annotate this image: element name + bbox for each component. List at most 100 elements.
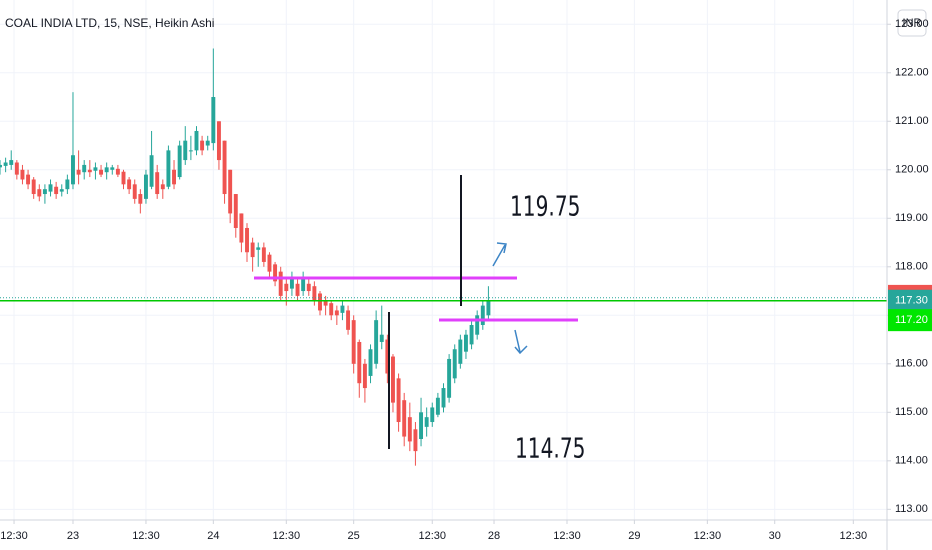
x-tick-label: 12:30: [694, 530, 722, 542]
candle-body: [396, 378, 401, 423]
candle-body: [183, 140, 188, 161]
annotation: 119.75: [510, 189, 580, 222]
x-tick-label: 12:30: [273, 530, 301, 542]
candle-body: [121, 171, 126, 185]
candle-body: [87, 169, 92, 173]
candle-body: [419, 412, 424, 439]
candle-body: [374, 320, 379, 364]
x-tick-label: 25: [348, 530, 360, 542]
candle-body: [127, 179, 132, 190]
annotation: 114.75: [515, 431, 585, 464]
y-tick-label: 114.00: [895, 455, 928, 467]
candle-body: [76, 169, 81, 175]
candle-body: [48, 184, 53, 192]
candle-body: [177, 145, 182, 178]
candle-body: [340, 305, 345, 313]
candle-body: [104, 167, 109, 173]
x-tick-label: 23: [67, 530, 79, 542]
candle-body: [430, 407, 435, 423]
candle-body: [278, 271, 283, 296]
candle-body: [441, 388, 446, 408]
y-tick-label: 121.00: [895, 115, 929, 127]
candle-body: [26, 174, 31, 185]
x-tick-label: 29: [628, 530, 640, 542]
candle-body: [233, 194, 238, 228]
candle-body: [295, 283, 300, 296]
candle-body: [273, 264, 278, 282]
y-tick-label: 113.00: [895, 503, 928, 515]
candle-body: [261, 247, 266, 262]
candle-body: [20, 169, 25, 180]
candle-body: [250, 242, 255, 258]
candle-body: [138, 194, 143, 204]
candle-body: [166, 150, 171, 187]
candle-body: [435, 397, 440, 415]
candle-body: [211, 97, 216, 144]
candle-body: [379, 334, 384, 342]
up-arrow: [492, 242, 507, 267]
x-tick-label: 12:30: [419, 530, 447, 542]
x-tick-label: 12:30: [0, 530, 28, 542]
chart-title: COAL INDIA LTD, 15, NSE, Heikin Ashi: [5, 16, 214, 30]
y-tick-label: 118.00: [895, 261, 928, 273]
price-label: 117.20: [895, 314, 928, 326]
candle-body: [458, 339, 463, 364]
candle-body: [306, 283, 311, 292]
candle-body: [228, 169, 233, 214]
candle-body: [42, 189, 47, 195]
y-tick-label: 116.00: [895, 358, 928, 370]
candle-body: [357, 341, 362, 384]
x-tick-label: 30: [769, 530, 781, 542]
candle-body: [143, 174, 148, 199]
candle-body: [486, 300, 491, 316]
candle-body: [132, 184, 137, 199]
candle-body: [0, 164, 2, 168]
candle-body: [115, 168, 120, 175]
x-tick-label: 28: [488, 530, 500, 542]
price-label: 117.30: [895, 295, 928, 307]
x-tick-label: 24: [207, 530, 219, 542]
candle-body: [256, 247, 261, 250]
candle-body: [188, 150, 193, 152]
candle-body: [110, 167, 115, 170]
candle-body: [93, 167, 98, 171]
candle-body: [334, 310, 339, 316]
candle-body: [82, 164, 87, 173]
x-tick-label: 12:30: [840, 530, 868, 542]
x-tick-label: 12:30: [132, 530, 160, 542]
candle-body: [160, 184, 165, 190]
candle-body: [205, 140, 210, 146]
x-tick-label: 12:30: [553, 530, 581, 542]
candle-body: [407, 417, 412, 442]
candle-body: [216, 121, 221, 161]
candle-body: [37, 189, 42, 197]
candle-body: [194, 130, 199, 151]
down-arrow: [514, 329, 528, 355]
y-tick-label: 119.00: [895, 212, 928, 224]
candle-body: [424, 417, 429, 427]
candle-body: [245, 227, 249, 253]
candle-body: [385, 339, 390, 374]
candle-body: [469, 325, 474, 345]
candle-body: [463, 334, 468, 352]
candle-body: [31, 179, 36, 195]
currency-button[interactable]: [897, 9, 927, 37]
candle-body: [312, 286, 317, 301]
candle-body: [54, 186, 59, 195]
candle-body: [475, 315, 480, 335]
candle-body: [65, 179, 70, 190]
price-label-box: [888, 289, 932, 312]
candle-body: [413, 429, 418, 452]
candle-body: [301, 276, 306, 292]
candle-body: [329, 303, 334, 316]
candle-body: [351, 320, 356, 364]
candle-body: [368, 349, 373, 376]
candle-body: [200, 140, 205, 151]
y-tick-label: 115.00: [895, 406, 928, 418]
candle-body: [402, 400, 407, 437]
plot: [0, 48, 887, 466]
y-tick-label: 122.00: [895, 67, 929, 79]
candle-body: [14, 162, 19, 175]
